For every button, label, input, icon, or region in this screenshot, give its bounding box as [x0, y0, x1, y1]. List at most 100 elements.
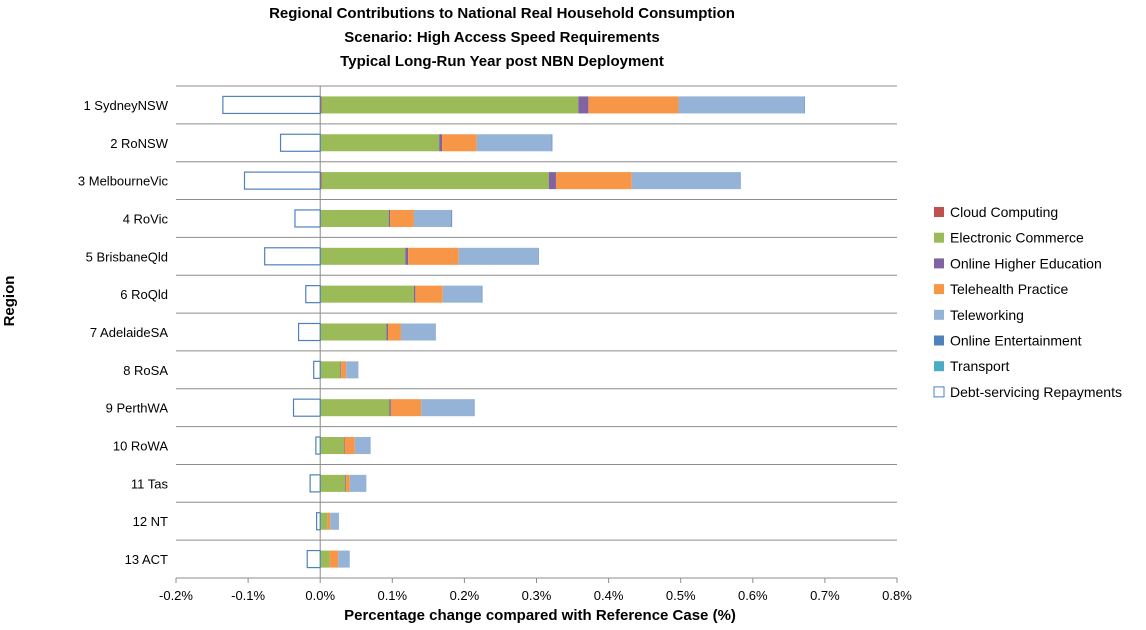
- bar-segment: [344, 437, 355, 455]
- bar-segment: [320, 361, 341, 379]
- bar-segment: [578, 96, 589, 114]
- category-label: 3 MelbourneVic: [78, 174, 169, 189]
- legend-label: Debt-servicing Repayments: [950, 384, 1122, 400]
- bar-segment: [803, 96, 805, 114]
- x-tick-label: 0.1%: [377, 588, 407, 603]
- bar-segment: [345, 474, 347, 492]
- category-label: 11 Tas: [131, 476, 169, 491]
- chart-title-line-2: Scenario: High Access Speed Requirements: [344, 29, 659, 46]
- bar-segment: [315, 436, 321, 455]
- legend-label: Online Entertainment: [950, 333, 1082, 349]
- bar-segment: [297, 322, 321, 342]
- category-label: 7 AdelaideSA: [90, 325, 168, 340]
- bar-segment: [309, 474, 321, 493]
- bar-segment: [388, 209, 391, 227]
- bar-segment: [313, 360, 321, 379]
- bar-segment: [537, 247, 539, 265]
- legend-label: Teleworking: [950, 307, 1024, 323]
- category-label: 6 RoQld: [120, 287, 168, 302]
- bar-segment: [442, 285, 482, 303]
- x-axis-title: Percentage change compared with Referenc…: [344, 607, 736, 624]
- legend: Cloud Computing Electronic Commerce Online…: [933, 204, 1122, 400]
- bar-segment: [739, 172, 741, 190]
- legend-swatch: [934, 207, 944, 217]
- bar-segment: [588, 96, 679, 114]
- bar-segment: [305, 285, 321, 304]
- bar-segment: [329, 550, 339, 568]
- bar-segment: [320, 172, 322, 190]
- bar-segment: [338, 550, 350, 568]
- bar-segment: [315, 512, 321, 531]
- category-label: 12 NT: [133, 514, 168, 529]
- bar-segment: [321, 172, 549, 190]
- bar-segment: [346, 361, 359, 379]
- chart-title-line-1: Regional Contributions to National Real …: [269, 5, 735, 22]
- bar-segment: [320, 247, 406, 265]
- bar-segment: [631, 172, 740, 190]
- x-tick-label: 0.0%: [305, 588, 335, 603]
- bar-segment: [320, 134, 440, 152]
- bar-segment: [390, 399, 422, 417]
- chart-title-line-3: Typical Long-Run Year post NBN Deploymen…: [340, 53, 664, 70]
- bar-segment: [473, 399, 475, 417]
- bar-segment: [292, 398, 321, 417]
- legend-swatch: [934, 335, 944, 346]
- x-tick-label: 0.2%: [450, 588, 480, 603]
- bar-segment: [387, 323, 401, 341]
- x-tick-label: -0.2%: [159, 588, 193, 603]
- x-tick-label: 0.8%: [882, 588, 912, 603]
- bar-segment: [421, 399, 474, 417]
- category-label: 10 RoWA: [113, 439, 168, 454]
- bar-segment: [390, 209, 414, 227]
- x-tick-label: 0.7%: [810, 588, 840, 603]
- bar-segment: [678, 96, 804, 114]
- category-label: 13 ACT: [125, 552, 168, 567]
- bar-segment: [320, 399, 390, 417]
- bar-segment: [243, 171, 321, 190]
- bar-segment: [264, 247, 321, 266]
- legend-label: Electronic Commerce: [950, 230, 1084, 246]
- bar-segment: [346, 474, 350, 492]
- category-label: 4 RoVic: [123, 211, 169, 226]
- legend-label: Cloud Computing: [950, 204, 1058, 220]
- bar-segment: [327, 512, 331, 530]
- bar-segment: [400, 323, 435, 341]
- x-tick-label: 0.6%: [738, 588, 768, 603]
- bar-segment: [413, 285, 416, 303]
- bar-segment: [408, 247, 459, 265]
- bar-segment: [279, 133, 321, 152]
- x-tick-label: -0.1%: [231, 588, 265, 603]
- bar-segment: [320, 512, 328, 530]
- bar-segment: [476, 134, 552, 152]
- bar-segment: [451, 209, 453, 227]
- bar-segment: [555, 172, 632, 190]
- category-label: 9 PerthWA: [106, 401, 169, 416]
- bar-segment: [439, 134, 443, 152]
- category-label: 5 BrisbaneQld: [86, 249, 168, 264]
- bar-segment: [320, 323, 387, 341]
- bar-segment: [306, 549, 321, 569]
- bar-segment: [343, 437, 345, 455]
- bar-segment: [551, 134, 553, 152]
- y-axis-title: Region: [1, 276, 18, 327]
- bar-segment: [340, 361, 342, 379]
- bar-segment: [405, 247, 409, 265]
- bar-segment: [458, 247, 538, 265]
- bar-segment: [389, 399, 391, 417]
- bar-segment: [320, 437, 344, 455]
- bar-segment: [320, 96, 322, 114]
- bar-segment: [386, 323, 388, 341]
- bar-segment: [320, 285, 414, 303]
- bar-segment: [321, 96, 579, 114]
- legend-swatch: [934, 309, 944, 320]
- bar-segment: [341, 361, 347, 379]
- legend-swatch: [934, 232, 944, 243]
- bar-segment: [349, 474, 367, 492]
- legend-label: Transport: [950, 358, 1010, 374]
- legend-label: Telehealth Practice: [950, 281, 1069, 297]
- category-label: 8 RoSA: [123, 363, 168, 378]
- bar-segment: [320, 209, 389, 227]
- category-label: 1 SydneyNSW: [83, 98, 168, 113]
- x-tick-label: 0.4%: [594, 588, 624, 603]
